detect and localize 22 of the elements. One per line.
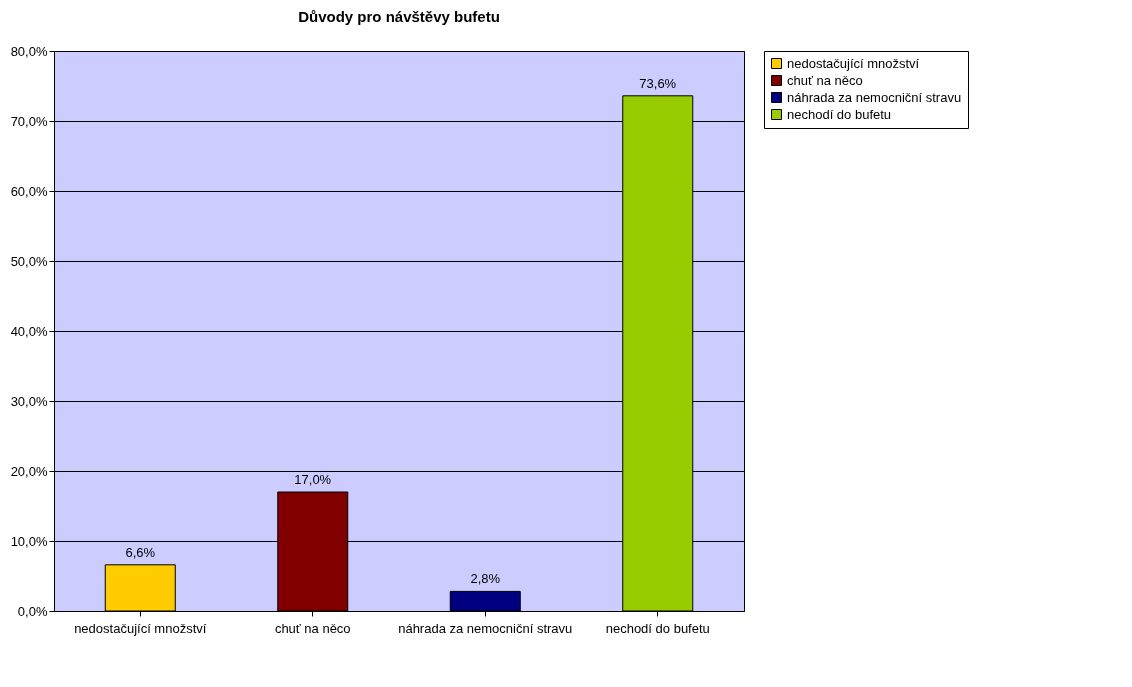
legend-label: chuť na něco xyxy=(787,72,863,88)
chart-title: Důvody pro návštěvy bufetu xyxy=(298,8,500,25)
data-label: 73,6% xyxy=(639,75,677,91)
x-tick-label: náhrada za nemocniční stravu xyxy=(398,620,573,636)
y-tick-label: 10,0% xyxy=(10,533,48,549)
y-tick-label: 0,0% xyxy=(17,603,48,619)
y-tick-label: 70,0% xyxy=(10,113,48,129)
x-tick-label: nechodí do bufetu xyxy=(605,620,710,636)
y-tick-label: 30,0% xyxy=(10,393,48,409)
y-tick-label: 40,0% xyxy=(10,323,48,339)
data-label: 2,8% xyxy=(470,571,501,587)
data-label: 6,6% xyxy=(125,544,156,560)
legend-label: náhrada za nemocniční stravu xyxy=(787,89,962,105)
y-tick-label: 50,0% xyxy=(10,253,48,269)
y-tick-label: 80,0% xyxy=(10,43,48,59)
legend-label: nedostačující množství xyxy=(787,55,920,71)
x-tick-label: chuť na něco xyxy=(274,620,351,636)
legend-label: nechodí do bufetu xyxy=(787,106,892,122)
data-label: 17,0% xyxy=(294,472,332,487)
y-tick-label: 60,0% xyxy=(10,183,48,199)
y-tick-label: 20,0% xyxy=(10,463,48,479)
x-tick-label: nedostačující množství xyxy=(74,620,207,636)
